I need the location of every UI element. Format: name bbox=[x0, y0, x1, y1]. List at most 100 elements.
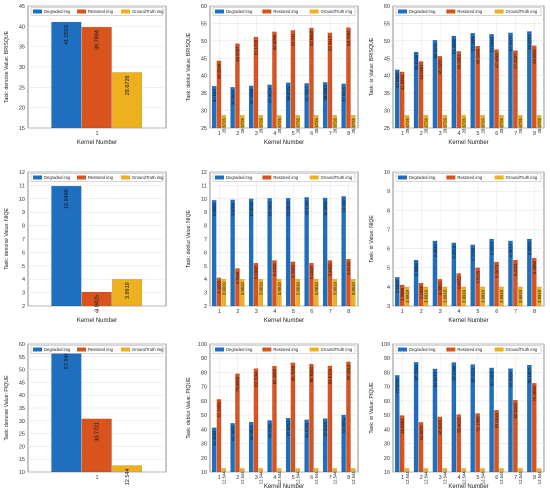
legend-swatch bbox=[309, 9, 319, 14]
y-tick-label: 25 bbox=[201, 126, 207, 132]
bar-2-4 bbox=[272, 260, 277, 307]
data-label: 47.6316 bbox=[323, 421, 328, 437]
y-tick-label: 12 bbox=[19, 170, 25, 176]
x-tick-label: 1 bbox=[218, 309, 221, 315]
legend-entry: GroundTruth img bbox=[132, 9, 164, 14]
data-label: 51.3988 bbox=[452, 38, 457, 54]
bar-3-7 bbox=[332, 115, 338, 129]
bar-1-5 bbox=[470, 364, 476, 473]
data-label: 44.0661 bbox=[419, 64, 424, 80]
legend-entry: Restored img bbox=[88, 175, 114, 180]
chart-svg: 2 3 4 5 6 7 8 9 10 11 12 10.9469 3.0425 3.9919 1 Kernel… bbox=[4, 170, 167, 324]
legend-entry: Degraded img bbox=[44, 347, 71, 352]
legend-entry: GroundTruth img bbox=[321, 175, 353, 180]
bar-2-6 bbox=[309, 363, 314, 473]
bar-2-1 bbox=[399, 71, 405, 129]
data-label: 3.9919 bbox=[537, 289, 542, 302]
legend-swatch bbox=[446, 347, 456, 352]
chart-panel-6: 3 4 5 6 7 8 9 10 4.4622 4.0988 3.9919 1 5.3584 4.1656… bbox=[365, 166, 550, 328]
y-tick-label: 30 bbox=[201, 109, 207, 115]
legend-entry: Restored img bbox=[273, 347, 299, 352]
legend-swatch bbox=[121, 347, 130, 352]
data-label: 4.4622 bbox=[395, 280, 400, 293]
x-tick-label: 3 bbox=[439, 475, 442, 481]
bar-1-2 bbox=[230, 87, 235, 129]
bar-2-6 bbox=[309, 27, 314, 129]
data-label: 82.6924 bbox=[508, 371, 513, 387]
legend-entry: Restored img bbox=[88, 347, 114, 352]
bar-2-8 bbox=[346, 361, 351, 473]
y-tick-label: 35 bbox=[19, 45, 25, 51]
bar-3-3 bbox=[258, 468, 264, 473]
data-label: 49.6863 bbox=[400, 418, 405, 434]
legend-entry: Restored img bbox=[88, 9, 114, 14]
data-label: 12.544 bbox=[314, 471, 319, 484]
data-label: 12.544 bbox=[443, 471, 448, 484]
data-label: 12.544 bbox=[480, 471, 485, 484]
y-axis-label: Task: sr Value: NIQE bbox=[369, 215, 375, 263]
bar-2-5 bbox=[475, 413, 480, 473]
x-tick-label: 5 bbox=[476, 475, 479, 481]
y-tick-label: 4 bbox=[387, 285, 390, 291]
bar-2-3 bbox=[253, 368, 259, 473]
y-tick-label: 15 bbox=[19, 126, 25, 132]
data-label: 12.544 bbox=[537, 471, 542, 484]
bar-2-3 bbox=[437, 279, 443, 307]
y-tick-label: 7 bbox=[204, 237, 207, 243]
y-tick-label: 25 bbox=[19, 85, 25, 91]
y-tick-label: 5 bbox=[204, 264, 207, 270]
bar-2-7 bbox=[327, 32, 333, 129]
bar-1-2 bbox=[230, 199, 235, 307]
bar-2-3 bbox=[253, 36, 259, 129]
data-label: 28.6726 bbox=[424, 118, 429, 134]
bar-1-1 bbox=[51, 349, 82, 473]
x-tick-label: 6 bbox=[310, 475, 313, 481]
y-tick-label: 3 bbox=[22, 291, 25, 297]
bar-2-1 bbox=[81, 418, 112, 473]
y-tick-label: 40 bbox=[19, 393, 25, 399]
y-tick-label: 9 bbox=[387, 189, 390, 195]
data-label: 9.9269 bbox=[230, 202, 235, 215]
data-label: 12.544 bbox=[125, 468, 131, 485]
bar-3-3 bbox=[258, 115, 264, 129]
bar-1-8 bbox=[527, 31, 532, 129]
x-tick-label: 7 bbox=[329, 475, 332, 481]
bar-1-3 bbox=[248, 85, 254, 129]
y-tick-label: 6 bbox=[204, 250, 207, 256]
x-tick-label: 2 bbox=[420, 309, 423, 315]
data-label: 52.2088 bbox=[471, 36, 476, 52]
y-tick-label: 30 bbox=[384, 109, 390, 115]
data-label: 6.2619 bbox=[452, 245, 457, 258]
data-label: 87.2195 bbox=[414, 365, 419, 381]
data-label: 83.1905 bbox=[489, 370, 494, 386]
x-tick-label: 8 bbox=[533, 475, 536, 481]
legend-entry: Restored img bbox=[457, 9, 483, 14]
x-tick-label: 3 bbox=[439, 309, 442, 315]
legend-swatch bbox=[494, 175, 504, 180]
x-tick-label: 2 bbox=[420, 131, 423, 137]
data-label: 6.5094 bbox=[527, 241, 532, 254]
y-tick-label: 3 bbox=[204, 291, 207, 297]
bar-1-2 bbox=[413, 51, 419, 129]
bar-3-5 bbox=[295, 115, 301, 129]
data-label: 10.0421 bbox=[267, 201, 272, 217]
bar-1-7 bbox=[322, 418, 328, 473]
data-label: 52.6059 bbox=[272, 34, 277, 50]
data-label: 85.1807 bbox=[527, 367, 532, 383]
y-tick-label: 15 bbox=[19, 457, 25, 463]
y-tick-label: 11 bbox=[19, 183, 25, 189]
bar-3-6 bbox=[314, 279, 319, 307]
chart-panel-5: 2 3 4 5 6 7 8 9 10 11 12 9.8859 4.1003 3.9919 1 9.9269 4… bbox=[182, 166, 364, 328]
bar-1-1 bbox=[211, 427, 217, 473]
y-tick-label: 35 bbox=[384, 91, 390, 97]
x-tick-label: 3 bbox=[255, 475, 258, 481]
x-tick-label: 2 bbox=[420, 475, 423, 481]
data-label: 72.3659 bbox=[532, 386, 537, 402]
bar-1-1 bbox=[51, 185, 82, 307]
y-tick-label: 30 bbox=[19, 65, 25, 71]
y-tick-label: 10 bbox=[201, 470, 207, 476]
y-tick-label: 2 bbox=[204, 304, 207, 310]
data-label: 77.9734 bbox=[395, 378, 400, 394]
y-tick-label: 60 bbox=[201, 4, 207, 10]
bar-2-5 bbox=[475, 267, 480, 307]
